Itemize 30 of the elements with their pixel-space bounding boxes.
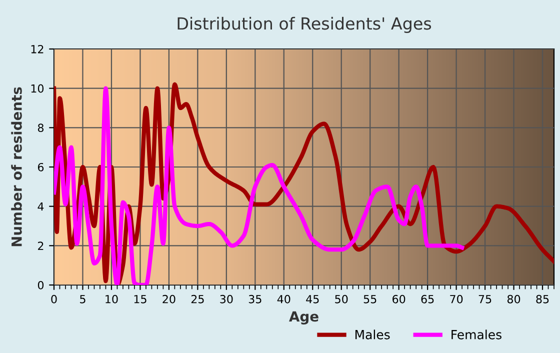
x-tick-label: 20 <box>162 294 176 304</box>
x-tick-label: 55 <box>364 295 376 304</box>
y-axis-title: Number of residents <box>11 87 22 246</box>
y-tick-label: 2 <box>38 242 44 250</box>
y-tick-label: 0 <box>38 280 44 290</box>
x-tick-label: 45 <box>306 295 319 304</box>
x-tick-label: 50 <box>335 294 348 304</box>
x-axis-title: Age <box>289 311 318 324</box>
chart-title: Distribution of Residents' Ages <box>178 16 432 34</box>
x-tick-label: 5 <box>80 295 86 304</box>
y-tick-label: 8 <box>38 124 44 132</box>
x-tick-label: 85 <box>536 294 549 304</box>
x-tick-label: 35 <box>248 294 262 304</box>
x-tick-label: 75 <box>478 295 492 304</box>
x-tick-label: 30 <box>220 294 233 304</box>
y-tick-label: 10 <box>31 84 44 93</box>
y-tick-label: 6 <box>38 162 44 172</box>
x-tick-label: 60 <box>392 294 406 304</box>
x-tick-label: 10 <box>106 294 118 304</box>
x-tick-label: 25 <box>191 294 204 304</box>
y-tick-label: 4 <box>38 202 44 211</box>
x-tick-label: 40 <box>277 294 290 304</box>
legend-label: Females <box>452 330 502 340</box>
x-tick-label: 80 <box>507 294 520 304</box>
x-tick-label: 70 <box>450 294 463 304</box>
x-tick-label: 15 <box>134 295 146 304</box>
x-tick-label: 0 <box>51 294 57 304</box>
y-tick-label: 12 <box>31 44 44 54</box>
x-tick-label: 65 <box>421 294 434 304</box>
legend-label: Males <box>355 330 390 340</box>
